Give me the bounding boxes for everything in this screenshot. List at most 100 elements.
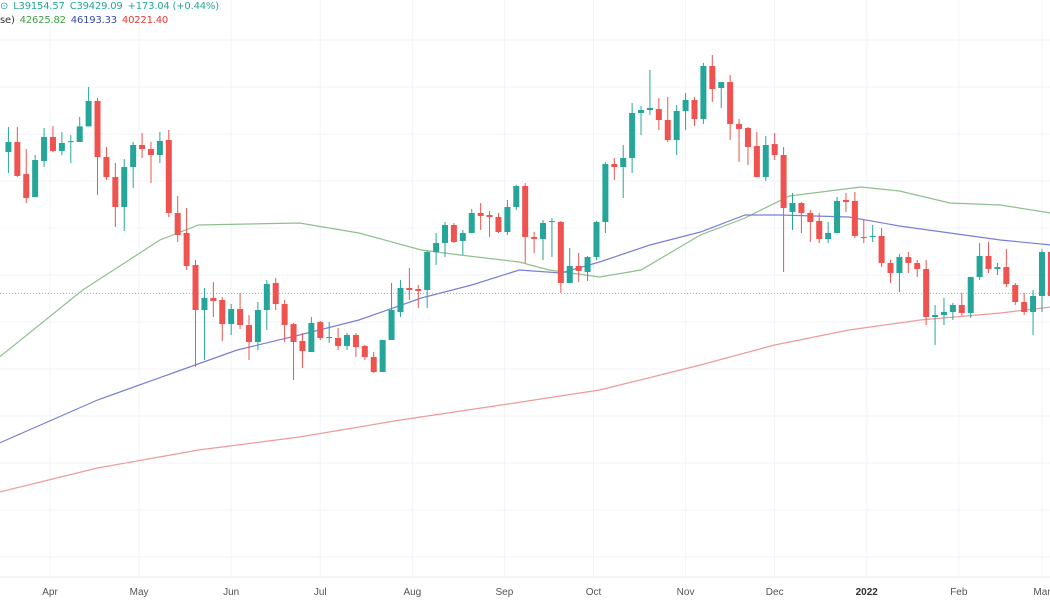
candle-down	[335, 327, 342, 350]
candle-up	[85, 87, 92, 127]
candle-down	[860, 219, 867, 243]
candle-down	[842, 192, 849, 213]
candle-down	[361, 345, 368, 360]
moving-average-line	[0, 306, 1050, 493]
x-tick-label: Oct	[586, 587, 602, 598]
candle-body	[718, 82, 725, 88]
candle-body	[397, 287, 404, 313]
candle-body	[727, 82, 734, 125]
candle-down	[14, 127, 21, 178]
candle-down	[664, 97, 671, 143]
candle-down	[23, 149, 30, 203]
candle-up	[379, 340, 386, 373]
candle-body	[450, 225, 457, 243]
candle-down	[495, 212, 502, 233]
candle-body	[290, 324, 297, 343]
candle-up	[789, 192, 796, 230]
candle-down	[611, 157, 618, 180]
candle-down	[914, 260, 921, 278]
candle-body	[620, 157, 627, 168]
candle-up	[5, 127, 12, 173]
candle-down	[183, 207, 190, 270]
x-tick-label: Aug	[403, 587, 421, 598]
candle-up	[593, 220, 600, 260]
candle-down	[147, 142, 154, 183]
candle-down	[192, 260, 199, 368]
change-value: +173.04 (+0.44%)	[127, 1, 220, 12]
candle-body	[1021, 302, 1028, 313]
candle-body	[459, 232, 466, 241]
candle-down	[753, 132, 760, 178]
candle-body	[254, 310, 261, 343]
candle-body	[709, 65, 716, 90]
candle-body	[807, 212, 814, 223]
candle-up	[459, 230, 466, 255]
candle-body	[985, 255, 992, 270]
candle-body	[379, 340, 386, 373]
candle-body	[210, 297, 217, 301]
candle-up	[834, 197, 841, 233]
candle-body	[513, 185, 520, 208]
candle-body	[130, 145, 137, 168]
candle-body	[41, 137, 48, 161]
candle-body	[415, 289, 422, 291]
candle-down	[744, 127, 751, 165]
candle-down	[245, 315, 252, 360]
candle-body	[495, 217, 502, 233]
candle-body	[593, 222, 600, 258]
candle-down	[878, 227, 885, 268]
candle-down	[771, 132, 778, 160]
candle-body	[557, 222, 564, 283]
candle-body	[361, 345, 368, 358]
candle-down	[450, 222, 457, 243]
candle-up	[682, 92, 689, 130]
x-tick-label: Sep	[496, 587, 514, 598]
candle-body	[14, 142, 21, 176]
candle-up	[504, 200, 511, 235]
candle-up	[869, 225, 876, 243]
candle-body	[424, 252, 431, 290]
candle-body	[940, 312, 947, 315]
candle-down	[709, 55, 716, 103]
candle-body	[860, 237, 867, 239]
candle-body	[156, 140, 163, 155]
candle-down	[1012, 282, 1019, 305]
candle-up	[896, 254, 903, 293]
x-axis: Apr May Jun Jul Aug Sep Oct Nov Dec 2022 Feb Mar	[42, 587, 1050, 598]
candle-body	[85, 100, 92, 127]
candle-down	[94, 97, 101, 195]
candle-down	[174, 195, 181, 243]
candle-up	[638, 105, 645, 135]
candle-body	[147, 149, 154, 155]
candle-down	[736, 119, 743, 163]
candle-up	[825, 222, 832, 243]
candle-body	[76, 126, 83, 143]
candle-up	[646, 70, 653, 115]
candle-up	[967, 277, 974, 318]
ma-value-1: 42625.82	[19, 15, 66, 26]
candle-down	[165, 130, 172, 218]
candle-body	[504, 207, 511, 233]
x-tick-label: Nov	[677, 587, 695, 598]
close-value: C39429.09	[69, 1, 123, 12]
candle-body	[370, 357, 377, 373]
candle-body	[281, 304, 288, 325]
candle-down	[406, 267, 413, 300]
candle-down	[727, 75, 734, 140]
low-value: L39154.57	[13, 1, 65, 12]
candle-up	[584, 255, 591, 281]
candle-up	[32, 155, 39, 198]
candle-body	[121, 167, 128, 208]
candle-body	[825, 232, 832, 240]
candle-body	[388, 310, 395, 340]
candle-body	[23, 174, 30, 198]
candle-body	[923, 269, 930, 318]
candle-body	[58, 142, 65, 151]
candle-up	[388, 282, 395, 340]
candle-up	[976, 242, 983, 280]
candle-up	[949, 302, 956, 320]
candle-body	[112, 177, 119, 208]
candle-body	[548, 220, 555, 223]
candle-body	[406, 287, 413, 290]
